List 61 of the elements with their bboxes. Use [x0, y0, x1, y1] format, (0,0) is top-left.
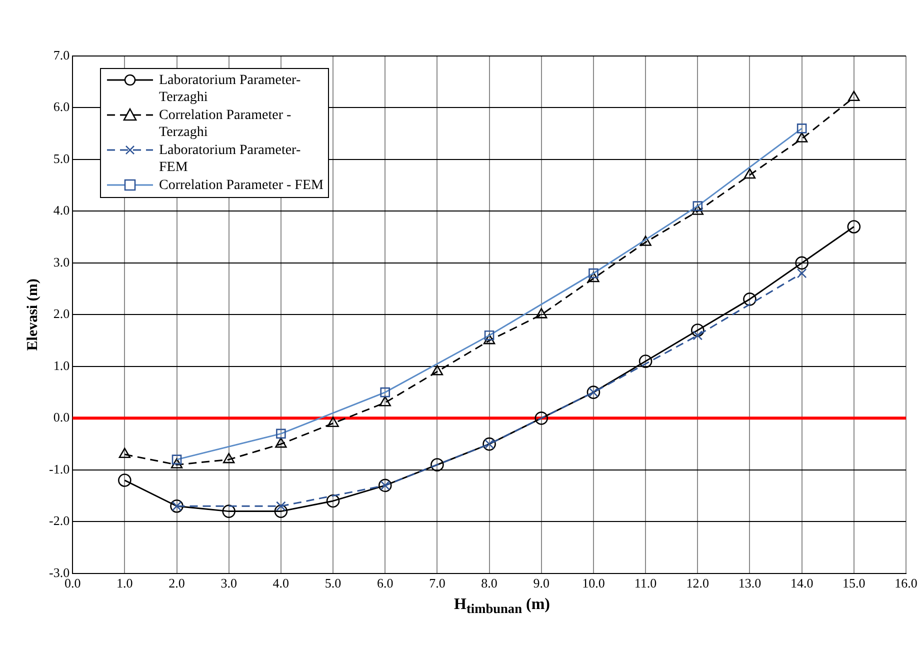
point: [274, 504, 288, 518]
y-tick-label: 5.0: [53, 150, 70, 166]
x-tick-label: 8.0: [481, 576, 498, 591]
x-tick-label: 5.0: [324, 576, 342, 591]
point: [483, 334, 496, 344]
point: [692, 204, 704, 215]
point: [744, 168, 756, 179]
legend-label: Laboratorium Parameter-FEM: [159, 142, 302, 176]
point: [118, 474, 132, 487]
point: [638, 354, 652, 368]
x-tick-label: 15.0: [842, 576, 866, 591]
point: [690, 324, 704, 337]
y-tick-label: -3.0: [48, 564, 70, 580]
legend-label: Correlation Parameter - FEM: [159, 177, 324, 194]
point: [223, 452, 235, 464]
x-tick-label: 16.0: [894, 576, 918, 591]
point: [796, 268, 807, 278]
point: [743, 292, 756, 306]
x-tick-label: 14.0: [790, 576, 814, 591]
x-tick-label: 2.0: [168, 576, 185, 591]
y-tick-label: 6.0: [53, 99, 70, 114]
point: [326, 494, 340, 508]
y-tick-label: 3.0: [53, 254, 70, 270]
y-tick-label: 4.0: [53, 202, 70, 218]
point: [640, 236, 652, 246]
x-axis-title: H$_{timbunan}$ (m): [453, 596, 551, 618]
x-tick-label: 12.0: [686, 576, 710, 591]
x-tick-label: 3.0: [220, 576, 237, 591]
x-tick-label: 11.0: [634, 576, 657, 591]
point: [431, 364, 444, 376]
point: [118, 448, 131, 458]
x-tick-label: 6.0: [376, 576, 394, 591]
point: [795, 256, 808, 270]
x-tick-label: 13.0: [738, 576, 762, 591]
point: [847, 220, 861, 234]
point: [327, 416, 339, 428]
y-tick-label: 2.0: [53, 306, 70, 322]
point: [796, 132, 808, 142]
legend-label: Laboratorium Parameter-Terzaghi: [159, 72, 302, 106]
x-tick-label: 10.0: [582, 576, 605, 591]
legend-label: Correlation Parameter - Terzaghi: [159, 107, 292, 141]
y-tick-label: -1.0: [48, 461, 70, 476]
y-axis-title: Elevasi (m): [24, 278, 41, 351]
y-tick-label: 0.0: [53, 410, 70, 425]
point: [222, 504, 236, 518]
point: [379, 396, 391, 406]
point: [430, 458, 444, 472]
x-tick-label: 1.0: [116, 576, 133, 591]
y-tick-label: 1.0: [53, 358, 70, 373]
point: [848, 90, 860, 102]
point: [588, 272, 600, 282]
point: [536, 308, 548, 318]
point: [170, 458, 183, 468]
y-tick-label: -2.0: [48, 513, 70, 528]
point: [692, 330, 703, 340]
x-tick-label: 9.0: [533, 576, 550, 591]
point: [275, 437, 287, 448]
y-tick-label: 7.0: [53, 47, 70, 62]
point: [534, 412, 548, 425]
x-tick-label: 7.0: [429, 576, 446, 591]
x-tick-label: 4.0: [272, 576, 290, 591]
